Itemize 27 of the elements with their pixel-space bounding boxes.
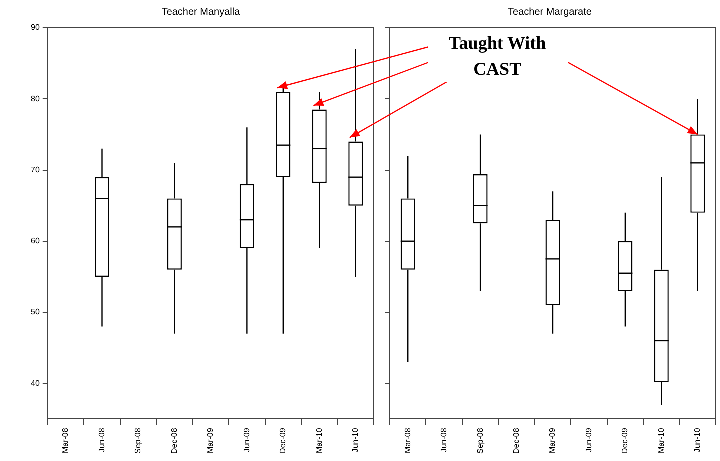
x-tick-label: Mar-09 [206, 428, 216, 454]
x-tick-label: Dec-09 [278, 428, 288, 454]
x-tick-label: Jun-08 [440, 428, 449, 453]
chart-title: Teacher Manyalla [162, 6, 241, 18]
x-tick-label: Dec-09 [620, 428, 630, 454]
x-tick-label: Jun-10 [693, 428, 702, 453]
x-tick-label: Jun-08 [97, 428, 106, 453]
x-tick-label: Mar-10 [656, 428, 666, 454]
x-tick-label: Mar-09 [548, 428, 558, 454]
y-tick-label: 40 [30, 378, 40, 388]
annotation: Taught With CAST [428, 30, 568, 82]
x-tick-label: Jun-09 [584, 428, 594, 453]
x-tick-label: Mar-10 [314, 428, 324, 454]
y-tick-label: 70 [30, 165, 40, 174]
y-tick-label: 90 [30, 23, 40, 32]
x-tick-label: Sep-08 [134, 428, 143, 454]
y-tick-label: 80 [30, 94, 40, 104]
x-tick-label: Sep-08 [476, 428, 485, 454]
x-tick-label: Jun-09 [242, 428, 252, 453]
x-tick-label: Mar-08 [61, 428, 70, 454]
x-tick-label: Mar-08 [403, 428, 412, 454]
y-tick-label: 50 [30, 308, 40, 317]
y-tick-label: 60 [30, 236, 40, 246]
x-tick-label: Dec-08 [170, 428, 179, 454]
chart-title: Teacher Margarate [508, 6, 592, 18]
x-tick-label: Jun-10 [351, 428, 360, 453]
x-tick-label: Dec-08 [512, 428, 521, 454]
